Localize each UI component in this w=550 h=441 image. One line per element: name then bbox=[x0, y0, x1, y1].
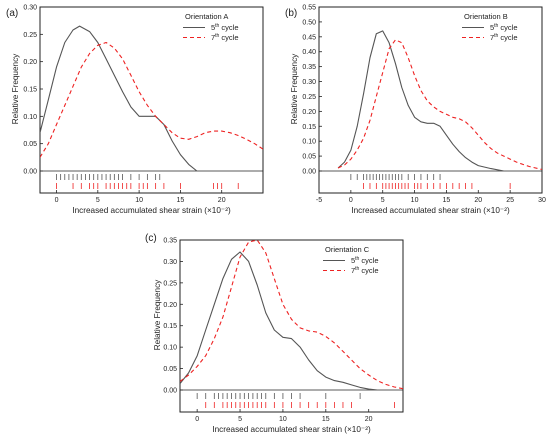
plot-frame bbox=[318, 6, 543, 194]
y-tick-label: 0.00 bbox=[302, 169, 316, 176]
y-tick-label: 0.20 bbox=[302, 109, 316, 116]
y-tick-label: 0.10 bbox=[302, 139, 316, 146]
x-tick-label: 10 bbox=[411, 197, 419, 204]
x-tick-label: -5 bbox=[316, 197, 322, 204]
y-tick-label: 0.20 bbox=[23, 59, 37, 66]
y-tick-label: 0.35 bbox=[302, 64, 316, 71]
legend-title: Orientation A bbox=[185, 12, 228, 21]
series-line-2 bbox=[337, 39, 542, 171]
legend-entry-2: 7th cycle bbox=[211, 33, 239, 42]
x-tick-label: 30 bbox=[538, 197, 546, 204]
y-tick-label: 0.10 bbox=[163, 345, 177, 352]
x-tick-label: 15 bbox=[322, 416, 330, 423]
y-tick-label: 0.30 bbox=[163, 259, 177, 266]
y-tick-label: 0.00 bbox=[23, 169, 37, 176]
chart-panel-3: 0.00 0.05 0.10 0.15 0.20 0.25 0.30 0.35 0 5 10 15 20… bbox=[145, 233, 404, 434]
y-tick-label: 0.05 bbox=[163, 366, 177, 373]
y-tick-label: 0.35 bbox=[163, 238, 177, 245]
y-tick-label: 0.15 bbox=[23, 87, 37, 94]
legend-entry-1: 5th cycle bbox=[490, 23, 518, 32]
y-tick-label: 0.25 bbox=[23, 32, 37, 39]
x-axis-label: Increased accumulated shear strain (×10⁻… bbox=[351, 206, 510, 215]
y-tick-label: 0.00 bbox=[163, 388, 177, 395]
series-line-1 bbox=[337, 30, 504, 171]
x-tick-label: 20 bbox=[365, 416, 373, 423]
y-tick-label: 0.25 bbox=[302, 94, 316, 101]
x-tick-label: 5 bbox=[238, 416, 242, 423]
y-axis-label: Relative Frequency bbox=[153, 279, 162, 350]
y-axis-label: Relative Frequency bbox=[290, 53, 299, 124]
series-line-1 bbox=[180, 251, 378, 390]
x-tick-label: 20 bbox=[218, 197, 226, 204]
legend-entry-2: 7th cycle bbox=[490, 33, 518, 42]
y-tick-label: 0.15 bbox=[302, 124, 316, 131]
x-tick-label: 20 bbox=[474, 197, 482, 204]
y-tick-label: 0.10 bbox=[23, 114, 37, 121]
y-tick-label: 0.30 bbox=[23, 5, 37, 12]
panel-label: (b) bbox=[285, 8, 297, 19]
legend-entry-1: 5th cycle bbox=[211, 23, 239, 32]
panel-label: (c) bbox=[145, 233, 157, 244]
y-tick-label: 0.05 bbox=[302, 154, 316, 161]
y-tick-label: 0.50 bbox=[302, 19, 316, 26]
x-tick-label: 5 bbox=[381, 197, 385, 204]
x-tick-label: 5 bbox=[96, 197, 100, 204]
x-tick-label: 15 bbox=[177, 197, 185, 204]
x-tick-label: 15 bbox=[443, 197, 451, 204]
y-axis-label: Relative Frequency bbox=[11, 53, 20, 124]
y-tick-label: 0.40 bbox=[302, 49, 316, 56]
legend-entry-2: 7th cycle bbox=[351, 266, 379, 275]
x-tick-label: 0 bbox=[195, 416, 199, 423]
y-tick-label: 0.05 bbox=[23, 141, 37, 148]
series-line-2 bbox=[40, 41, 263, 158]
legend-title: Orientation B bbox=[464, 12, 508, 21]
panel-label: (a) bbox=[6, 8, 18, 19]
legend-entry-1: 5th cycle bbox=[351, 256, 379, 265]
y-tick-label: 0.25 bbox=[163, 280, 177, 287]
x-tick-label: 0 bbox=[349, 197, 353, 204]
chart-panel-1: 0.00 0.05 0.10 0.15 0.20 0.25 0.30 0 5 10 15 20 Incr… bbox=[6, 5, 264, 215]
y-tick-label: 0.20 bbox=[163, 302, 177, 309]
legend-title: Orientation C bbox=[325, 245, 370, 254]
series-line-2 bbox=[180, 240, 403, 390]
y-tick-label: 0.45 bbox=[302, 34, 316, 41]
x-axis-label: Increased accumulated shear strain (×10⁻… bbox=[72, 206, 231, 215]
x-tick-label: 10 bbox=[279, 416, 287, 423]
x-axis-label: Increased accumulated shear strain (×10⁻… bbox=[212, 425, 371, 434]
x-tick-label: 25 bbox=[506, 197, 514, 204]
y-tick-label: 0.15 bbox=[163, 323, 177, 330]
chart-panel-2: 0.00 0.05 0.10 0.15 0.20 0.25 0.30 0.35 0.40 0.45… bbox=[285, 5, 546, 216]
series-line-1 bbox=[40, 25, 198, 171]
x-tick-label: 0 bbox=[55, 197, 59, 204]
y-tick-label: 0.30 bbox=[302, 79, 316, 86]
x-tick-label: 10 bbox=[135, 197, 143, 204]
y-tick-label: 0.55 bbox=[302, 5, 316, 12]
plot-frame bbox=[39, 6, 264, 194]
